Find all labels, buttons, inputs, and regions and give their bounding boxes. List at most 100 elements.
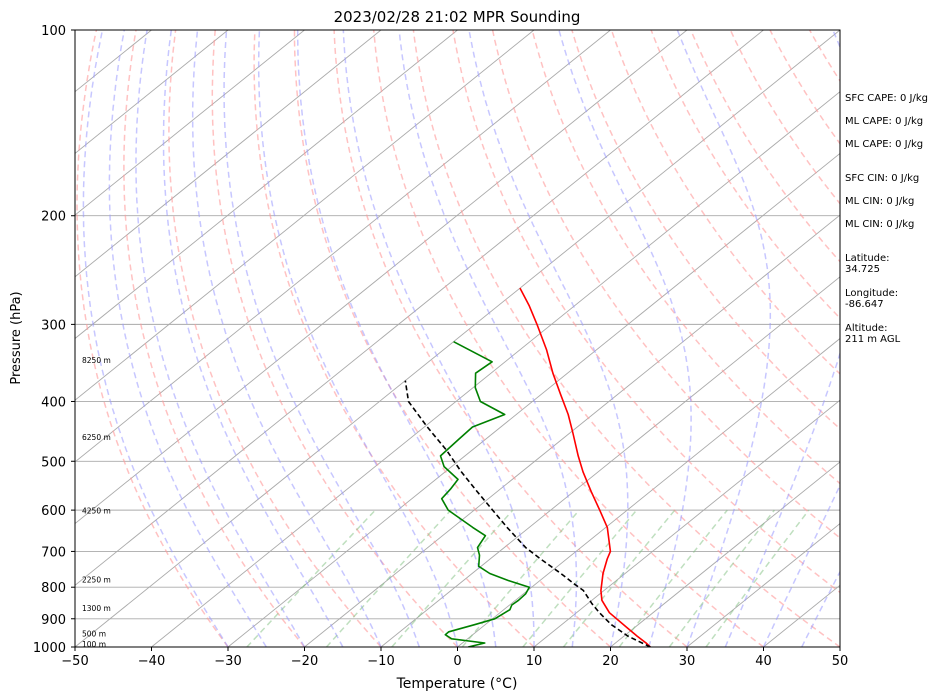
height-label: 2250 m [82,575,111,584]
isotherm-line [75,30,458,340]
x-tick-label: 10 [526,654,543,669]
height-label: 4250 m [82,506,111,515]
ml-cin-text: ML CIN: 0 J/kg [845,196,915,207]
dry-adiabat-line [76,30,229,647]
moist-adiabat-line [296,30,497,647]
moist-adiabat-line [676,30,772,647]
mixing-ratio-line [391,509,514,647]
isotherm-line [75,30,305,216]
mixing-ratio-line [246,509,376,647]
x-tick-label: −40 [138,654,165,669]
moist-adiabat-line [724,30,840,647]
isotherm-line [75,30,382,278]
ml-cape-text-2: ML CAPE: 0 J/kg [845,139,924,150]
y-tick-label: 800 [41,581,66,596]
chart-title: 2023/02/28 21:02 MPR Sounding [334,8,581,26]
x-tick-label: 0 [453,654,461,669]
dry-adiabat-line [571,30,840,430]
y-tick-label: 900 [41,613,66,628]
latitude-label: Latitude: [845,253,890,264]
x-tick-label: 50 [832,654,849,669]
isotherm-line [533,399,840,647]
dry-adiabat-line [333,30,688,647]
x-axis-label: Temperature (°C) [396,676,518,692]
dry-adiabat-line [168,30,382,647]
moist-adiabat-line [398,30,578,647]
height-label: 500 m [82,630,106,639]
dry-adiabat-line [531,30,840,485]
ml-cape-text: ML CAPE: 0 J/kg [845,116,924,127]
y-tick-label: 700 [41,545,66,560]
dry-adiabat-line [211,30,459,647]
sfc-cin-text: SFC CIN: 0 J/kg [845,173,920,184]
height-label: 100 m [82,640,106,649]
y-tick-label: 300 [41,318,66,333]
isotherm-line [75,30,688,525]
dry-adiabat-line [610,30,840,375]
x-tick-label: −10 [367,654,394,669]
moist-adiabat-line [558,30,692,647]
y-tick-label: 400 [41,395,66,410]
mixing-ratio-line [668,509,775,647]
isotherm-line [75,30,535,401]
mixing-ratio-line [705,509,810,647]
y-tick-label: 1000 [33,641,66,656]
moist-adiabat-line [135,30,306,647]
sfc-cape-text: SFC CAPE: 0 J/kg [845,93,928,104]
isotherm-line [75,30,229,154]
isotherm-line [457,337,840,647]
mixing-ratio-line [325,509,452,647]
y-axis-label: Pressure (hPa) [9,291,24,384]
parcel-profile-line [404,380,651,647]
background-lines [75,30,840,647]
ml-cin-text-2: ML CIN: 0 J/kg [845,219,915,230]
isotherm-line [304,214,840,647]
isotherm-line [75,30,764,586]
isotherm-line [686,523,840,647]
sounding-traces [404,287,651,647]
moist-adiabat-line [162,30,344,647]
moist-adiabat-line [108,30,267,647]
isotherm-line [151,91,840,647]
x-tick-label: 40 [755,654,772,669]
moist-adiabat-line [223,30,421,647]
dry-adiabat-line [769,30,840,145]
isotherm-line [227,152,840,647]
isotherm-line [75,30,840,647]
mixing-ratio-line [461,509,580,647]
y-tick-label: 500 [41,455,66,470]
dry-adiabat-line [650,30,840,320]
height-label: 8250 m [82,356,111,365]
mixing-ratio-line [522,509,638,647]
dewpoint-profile-line [439,340,531,647]
latitude-value: 34.725 [845,264,880,275]
dry-adiabat-line [123,30,306,647]
y-tick-label: 100 [41,24,66,39]
moist-adiabat-line [191,30,382,647]
x-tick-label: −50 [61,654,88,669]
y-tick-label: 200 [41,210,66,225]
isotherm-line [610,461,840,647]
dry-adiabat-line [293,30,611,647]
dry-adiabat-line [253,30,535,647]
dry-adiabat-line [372,30,764,647]
mixing-ratio-line [618,509,728,647]
dry-adiabat-line [690,30,840,263]
moist-adiabat-line [468,30,629,647]
temperature-profile-line [519,287,651,647]
moist-adiabat-line [82,30,229,647]
moist-adiabat-line [762,483,840,647]
longitude-value: -86.647 [845,299,884,310]
x-tick-label: −30 [214,654,241,669]
isotherm-line [380,276,840,647]
height-label: 1300 m [82,604,111,613]
height-label: 6250 m [82,433,111,442]
moist-adiabat-line [342,30,535,647]
moist-adiabat-line [257,30,459,647]
altitude-value: 211 m AGL [845,334,901,345]
axis-ticks: −50 −40 −30 −20 −10 0 10 20 30 40 50 100 200 300 400 50… [33,24,848,669]
dry-adiabat-line [491,30,840,539]
